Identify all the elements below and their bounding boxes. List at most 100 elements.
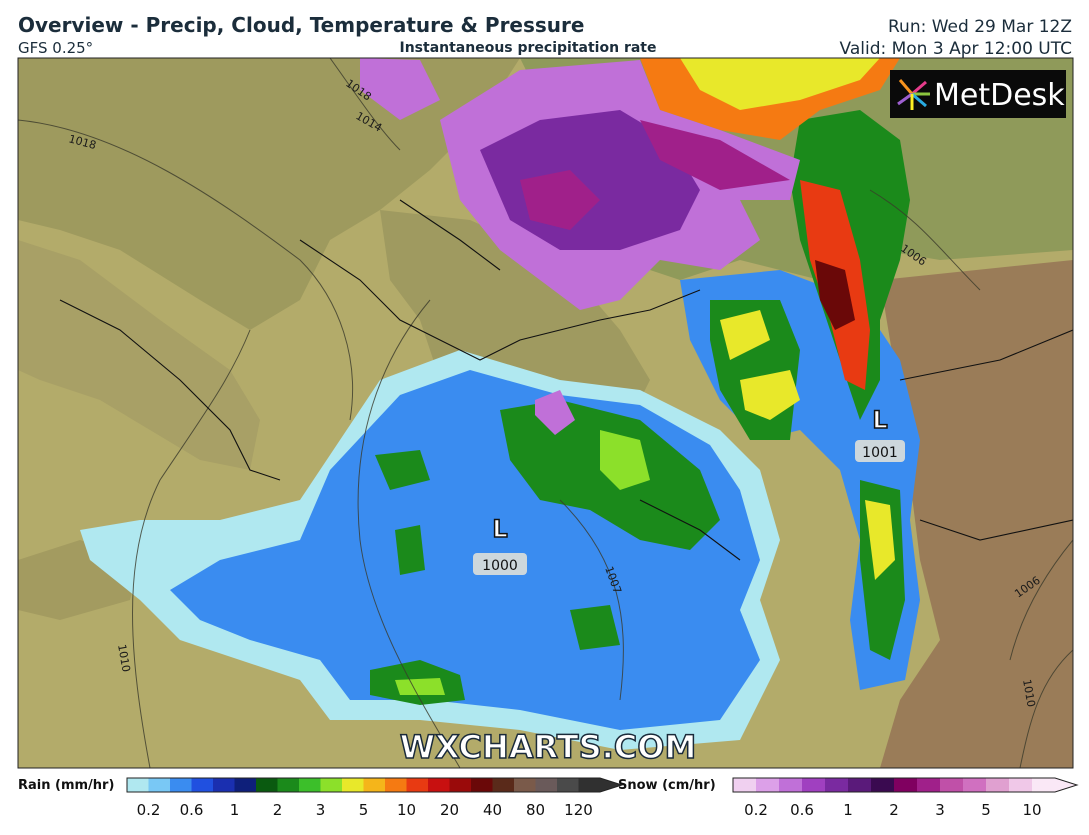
- rain-color-swatch: [578, 778, 600, 792]
- isobar: [18, 119, 353, 421]
- rain-color-swatch: [170, 778, 192, 792]
- rain-color-swatch: [277, 778, 299, 792]
- rain-color-swatch: [299, 778, 321, 792]
- snow-colorbar-arrow: [1055, 778, 1077, 792]
- snow-color-swatch: [1009, 778, 1032, 792]
- rain-color-swatch: [557, 778, 579, 792]
- rain-color-swatch: [514, 778, 536, 792]
- land: [18, 58, 520, 330]
- isobar: [357, 299, 461, 768]
- rain-tick-label: 10: [397, 801, 416, 819]
- isobar: [559, 499, 624, 701]
- subtitle: Instantaneous precipitation rate: [400, 40, 657, 56]
- rain-color-swatch: [191, 778, 213, 792]
- rain-color-swatch: [449, 778, 471, 792]
- isobar-label: 1010: [115, 643, 133, 673]
- snow-area: [535, 390, 575, 435]
- rain-tick-label: 80: [526, 801, 545, 819]
- watermark: WXCHARTS.COM: [400, 728, 697, 766]
- rain-color-swatch: [342, 778, 364, 792]
- rain-area: [395, 678, 445, 695]
- rain-tick-label: 40: [483, 801, 502, 819]
- rain-tick-label: 120: [564, 801, 593, 819]
- rain-color-swatch: [256, 778, 278, 792]
- rain-tick-label: 2: [273, 801, 283, 819]
- rain-color-swatch: [320, 778, 342, 792]
- rain-area: [815, 260, 855, 330]
- snow-color-swatch: [756, 778, 779, 792]
- isobar: [869, 189, 981, 291]
- rain-color-swatch: [127, 778, 149, 792]
- map-frame: [17, 57, 1074, 769]
- snow-color-swatch: [779, 778, 802, 792]
- rain-color-swatch: [535, 778, 557, 792]
- rain-area: [680, 58, 880, 110]
- low-pressure-box: [855, 440, 905, 462]
- rain-colorbar-outline: [126, 777, 624, 793]
- snow-color-swatch: [894, 778, 917, 792]
- snow-tick-label: 3: [935, 801, 945, 819]
- low-symbol: L: [492, 515, 507, 543]
- snow-color-swatch: [871, 778, 894, 792]
- logo-text: MetDesk: [934, 78, 1065, 113]
- rain-area: [375, 450, 620, 650]
- rain-tick-label: 1: [230, 801, 240, 819]
- rain-color-swatch: [406, 778, 428, 792]
- valid-time: Valid: Mon 3 Apr 12:00 UTC: [840, 39, 1072, 59]
- snow-legend-label: Snow (cm/hr): [618, 778, 716, 793]
- rain-color-swatch: [234, 778, 256, 792]
- rain-tick-label: 3: [316, 801, 326, 819]
- snow-colorbar-outline: [732, 777, 1079, 793]
- snow-tick-label: 10: [1022, 801, 1041, 819]
- isobar: [329, 58, 401, 151]
- isobar: [132, 329, 251, 768]
- snow-tick-label: 1: [843, 801, 853, 819]
- title: Overview - Precip, Cloud, Temperature & …: [18, 13, 584, 37]
- rain-color-swatch: [213, 778, 235, 792]
- snow-color-swatch: [802, 778, 825, 792]
- rain-color-swatch: [428, 778, 450, 792]
- rain-tick-label: 0.2: [137, 801, 161, 819]
- rain-color-swatch: [471, 778, 493, 792]
- run-time: Run: Wed 29 Mar 12Z: [888, 17, 1072, 37]
- snow-color-swatch: [963, 778, 986, 792]
- snow-tick-label: 0.2: [744, 801, 768, 819]
- rain-area: [720, 310, 895, 580]
- low-pressure: 1000: [482, 558, 518, 574]
- low-pressure: 1001: [862, 445, 898, 461]
- snow-color-swatch: [986, 778, 1009, 792]
- rain-tick-label: 0.6: [180, 801, 204, 819]
- isobar: [1019, 649, 1073, 768]
- snow-color-swatch: [1032, 778, 1055, 792]
- snow-tick-label: 2: [889, 801, 899, 819]
- rain-color-swatch: [492, 778, 514, 792]
- logo-icon: [897, 79, 930, 110]
- snow-tick-label: 0.6: [790, 801, 814, 819]
- snow-tick-label: 5: [981, 801, 991, 819]
- rain-colorbar-arrow: [600, 778, 622, 792]
- borders: [59, 199, 1073, 561]
- snow-color-swatch: [848, 778, 871, 792]
- rain-color-swatch: [148, 778, 170, 792]
- snow-color-swatch: [940, 778, 963, 792]
- snow-color-swatch: [825, 778, 848, 792]
- rain-area: [600, 430, 650, 490]
- low-pressure-box: [473, 553, 527, 575]
- model: GFS 0.25°: [18, 39, 93, 57]
- land: [18, 240, 260, 470]
- rain-color-swatch: [363, 778, 385, 792]
- rain-tick-label: 5: [359, 801, 369, 819]
- snow-area: [520, 120, 790, 230]
- isobar-label: 1010: [1020, 678, 1038, 708]
- low-symbol: L: [872, 406, 887, 434]
- snow-color-swatch: [917, 778, 940, 792]
- isobar: [1009, 539, 1073, 661]
- rain-tick-label: 20: [440, 801, 459, 819]
- snow-color-swatch: [733, 778, 756, 792]
- map: 1018 1014 1018 1006 1007 1010 1006 1010 …: [18, 58, 1073, 768]
- rain-legend-label: Rain (mm/hr): [18, 778, 114, 793]
- land: [880, 260, 1073, 768]
- rain-color-swatch: [385, 778, 407, 792]
